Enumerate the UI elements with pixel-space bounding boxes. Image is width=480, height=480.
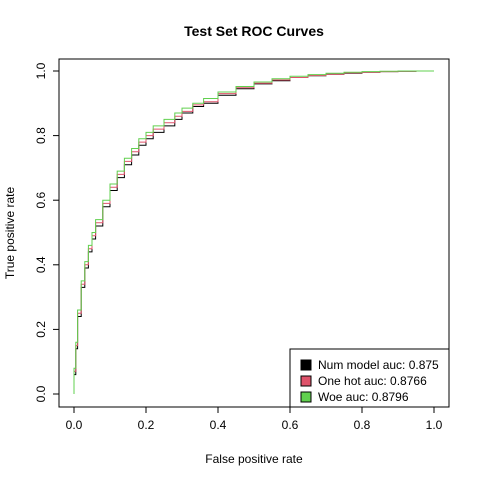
legend-swatch (300, 375, 312, 387)
y-axis-label: True positive rate (3, 187, 17, 280)
x-tick-label: 0.6 (282, 418, 299, 432)
y-tick-label: 1.0 (34, 62, 48, 79)
y-tick-label: 0.6 (34, 192, 48, 209)
y-tick-label: 0.8 (34, 127, 48, 144)
x-axis-label: False positive rate (205, 452, 303, 466)
y-tick-label: 0.4 (34, 256, 48, 273)
legend-entry: One hot auc: 0.8766 (318, 374, 427, 388)
y-tick-label: 0.2 (34, 321, 48, 338)
chart-title: Test Set ROC Curves (184, 23, 324, 39)
roc-series-line-2 (73, 70, 434, 394)
roc-series-line-0 (73, 70, 434, 394)
legend-swatch (300, 391, 312, 403)
legend-swatch (300, 359, 312, 371)
legend-entry: Woe auc: 0.8796 (318, 390, 409, 404)
x-tick-label: 0.2 (138, 418, 155, 432)
legend-entry: Num model auc: 0.875 (318, 358, 439, 372)
y-tick-label: 0.0 (34, 385, 48, 402)
x-tick-label: 0.8 (354, 418, 371, 432)
roc-series-line-1 (73, 70, 434, 394)
x-tick-label: 0.0 (66, 418, 83, 432)
x-tick-label: 1.0 (426, 418, 443, 432)
x-tick-label: 0.4 (210, 418, 227, 432)
legend-box (289, 348, 450, 408)
